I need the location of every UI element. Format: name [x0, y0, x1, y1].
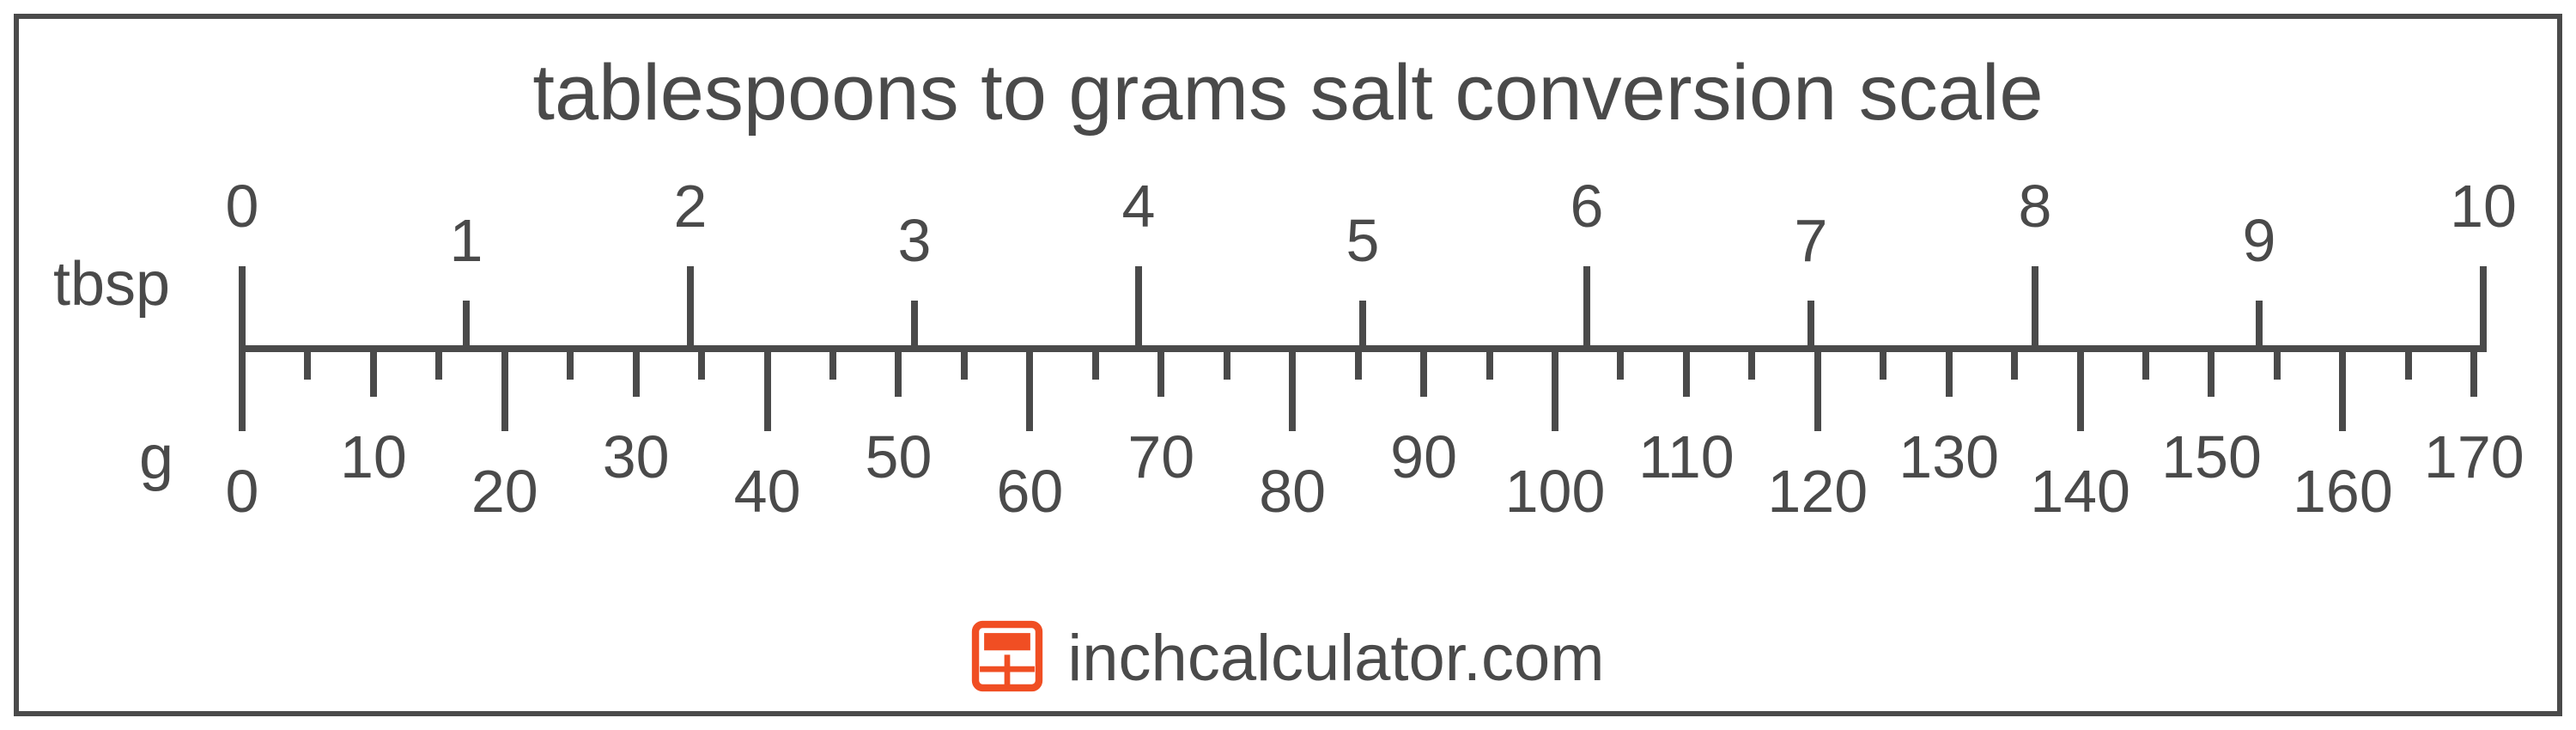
tick-bottom: [501, 345, 508, 431]
tick-top: [687, 266, 694, 352]
tick-bottom: [370, 345, 377, 397]
tick-top: [911, 301, 918, 352]
tick-label: 8: [2019, 172, 2052, 240]
tick-bottom: [2142, 345, 2149, 380]
tick-bottom: [1552, 345, 1558, 431]
tick-top: [463, 301, 470, 352]
tick-top: [2256, 301, 2263, 352]
conversion-scale: 0246810135790204060801001201401601030507…: [242, 19, 2483, 577]
tick-bottom: [1946, 345, 1953, 397]
tick-bottom: [1880, 345, 1886, 380]
tick-label: 1: [450, 206, 483, 275]
tick-top: [1359, 301, 1366, 352]
tick-bottom: [698, 345, 705, 380]
tick-label: 0: [226, 457, 259, 526]
tick-label: 6: [1571, 172, 1604, 240]
tick-label: 150: [2161, 423, 2262, 491]
tick-label: 5: [1346, 206, 1380, 275]
tick-label: 0: [226, 172, 259, 240]
calculator-icon: [971, 620, 1043, 697]
tick-label: 50: [866, 423, 933, 491]
tick-label: 130: [1899, 423, 1999, 491]
tick-label: 90: [1390, 423, 1457, 491]
tick-label: 110: [1638, 423, 1735, 491]
tick-bottom: [764, 345, 771, 431]
tick-bottom: [2077, 345, 2084, 431]
tick-label: 10: [2450, 172, 2517, 240]
tick-bottom: [1683, 345, 1690, 397]
footer-text: inchcalculator.com: [1067, 621, 1604, 696]
tick-bottom: [2339, 345, 2346, 431]
tick-label: 4: [1122, 172, 1156, 240]
tick-top: [1135, 266, 1142, 352]
tick-bottom: [1026, 345, 1033, 431]
tick-label: 9: [2243, 206, 2276, 275]
tick-bottom: [2470, 345, 2477, 397]
tick-label: 40: [734, 457, 801, 526]
tick-bottom: [1420, 345, 1427, 397]
tick-label: 70: [1127, 423, 1194, 491]
tick-label: 20: [471, 457, 538, 526]
tick-label: 100: [1505, 457, 1606, 526]
tick-bottom: [1355, 345, 1362, 380]
tick-label: 7: [1795, 206, 1828, 275]
tick-bottom: [1224, 345, 1230, 380]
tick-bottom: [1748, 345, 1755, 380]
footer-attribution: inchcalculator.com: [19, 620, 2557, 697]
tick-bottom: [239, 345, 246, 431]
tick-bottom: [1289, 345, 1296, 431]
tick-bottom: [895, 345, 902, 397]
tick-label: 30: [603, 423, 670, 491]
tick-bottom: [304, 345, 311, 380]
outer-frame: tablespoons to grams salt conversion sca…: [14, 14, 2562, 716]
tick-top: [1583, 266, 1590, 352]
tick-bottom: [2011, 345, 2018, 380]
tick-top: [239, 266, 246, 352]
tick-bottom: [1617, 345, 1624, 380]
tick-top: [2032, 266, 2038, 352]
tick-bottom: [1486, 345, 1493, 380]
tick-label: 2: [674, 172, 708, 240]
tick-bottom: [2274, 345, 2281, 380]
tick-bottom: [435, 345, 442, 380]
tick-bottom: [2208, 345, 2215, 397]
tick-bottom: [633, 345, 640, 397]
tick-label: 10: [340, 423, 407, 491]
tick-label: 3: [898, 206, 932, 275]
tick-label: 120: [1767, 457, 1868, 526]
tick-label: 160: [2293, 457, 2393, 526]
unit-label-grams: g: [139, 423, 173, 493]
unit-label-tbsp: tbsp: [53, 249, 170, 319]
tick-bottom: [961, 345, 968, 380]
tick-bottom: [1814, 345, 1821, 431]
tick-label: 60: [996, 457, 1063, 526]
tick-label: 170: [2424, 423, 2524, 491]
tick-bottom: [1092, 345, 1099, 380]
tick-bottom: [2405, 345, 2412, 380]
tick-bottom: [829, 345, 836, 380]
tick-bottom: [1157, 345, 1164, 397]
tick-label: 80: [1259, 457, 1326, 526]
tick-top: [2480, 266, 2487, 352]
tick-top: [1807, 301, 1814, 352]
tick-label: 140: [2030, 457, 2130, 526]
tick-bottom: [567, 345, 574, 380]
